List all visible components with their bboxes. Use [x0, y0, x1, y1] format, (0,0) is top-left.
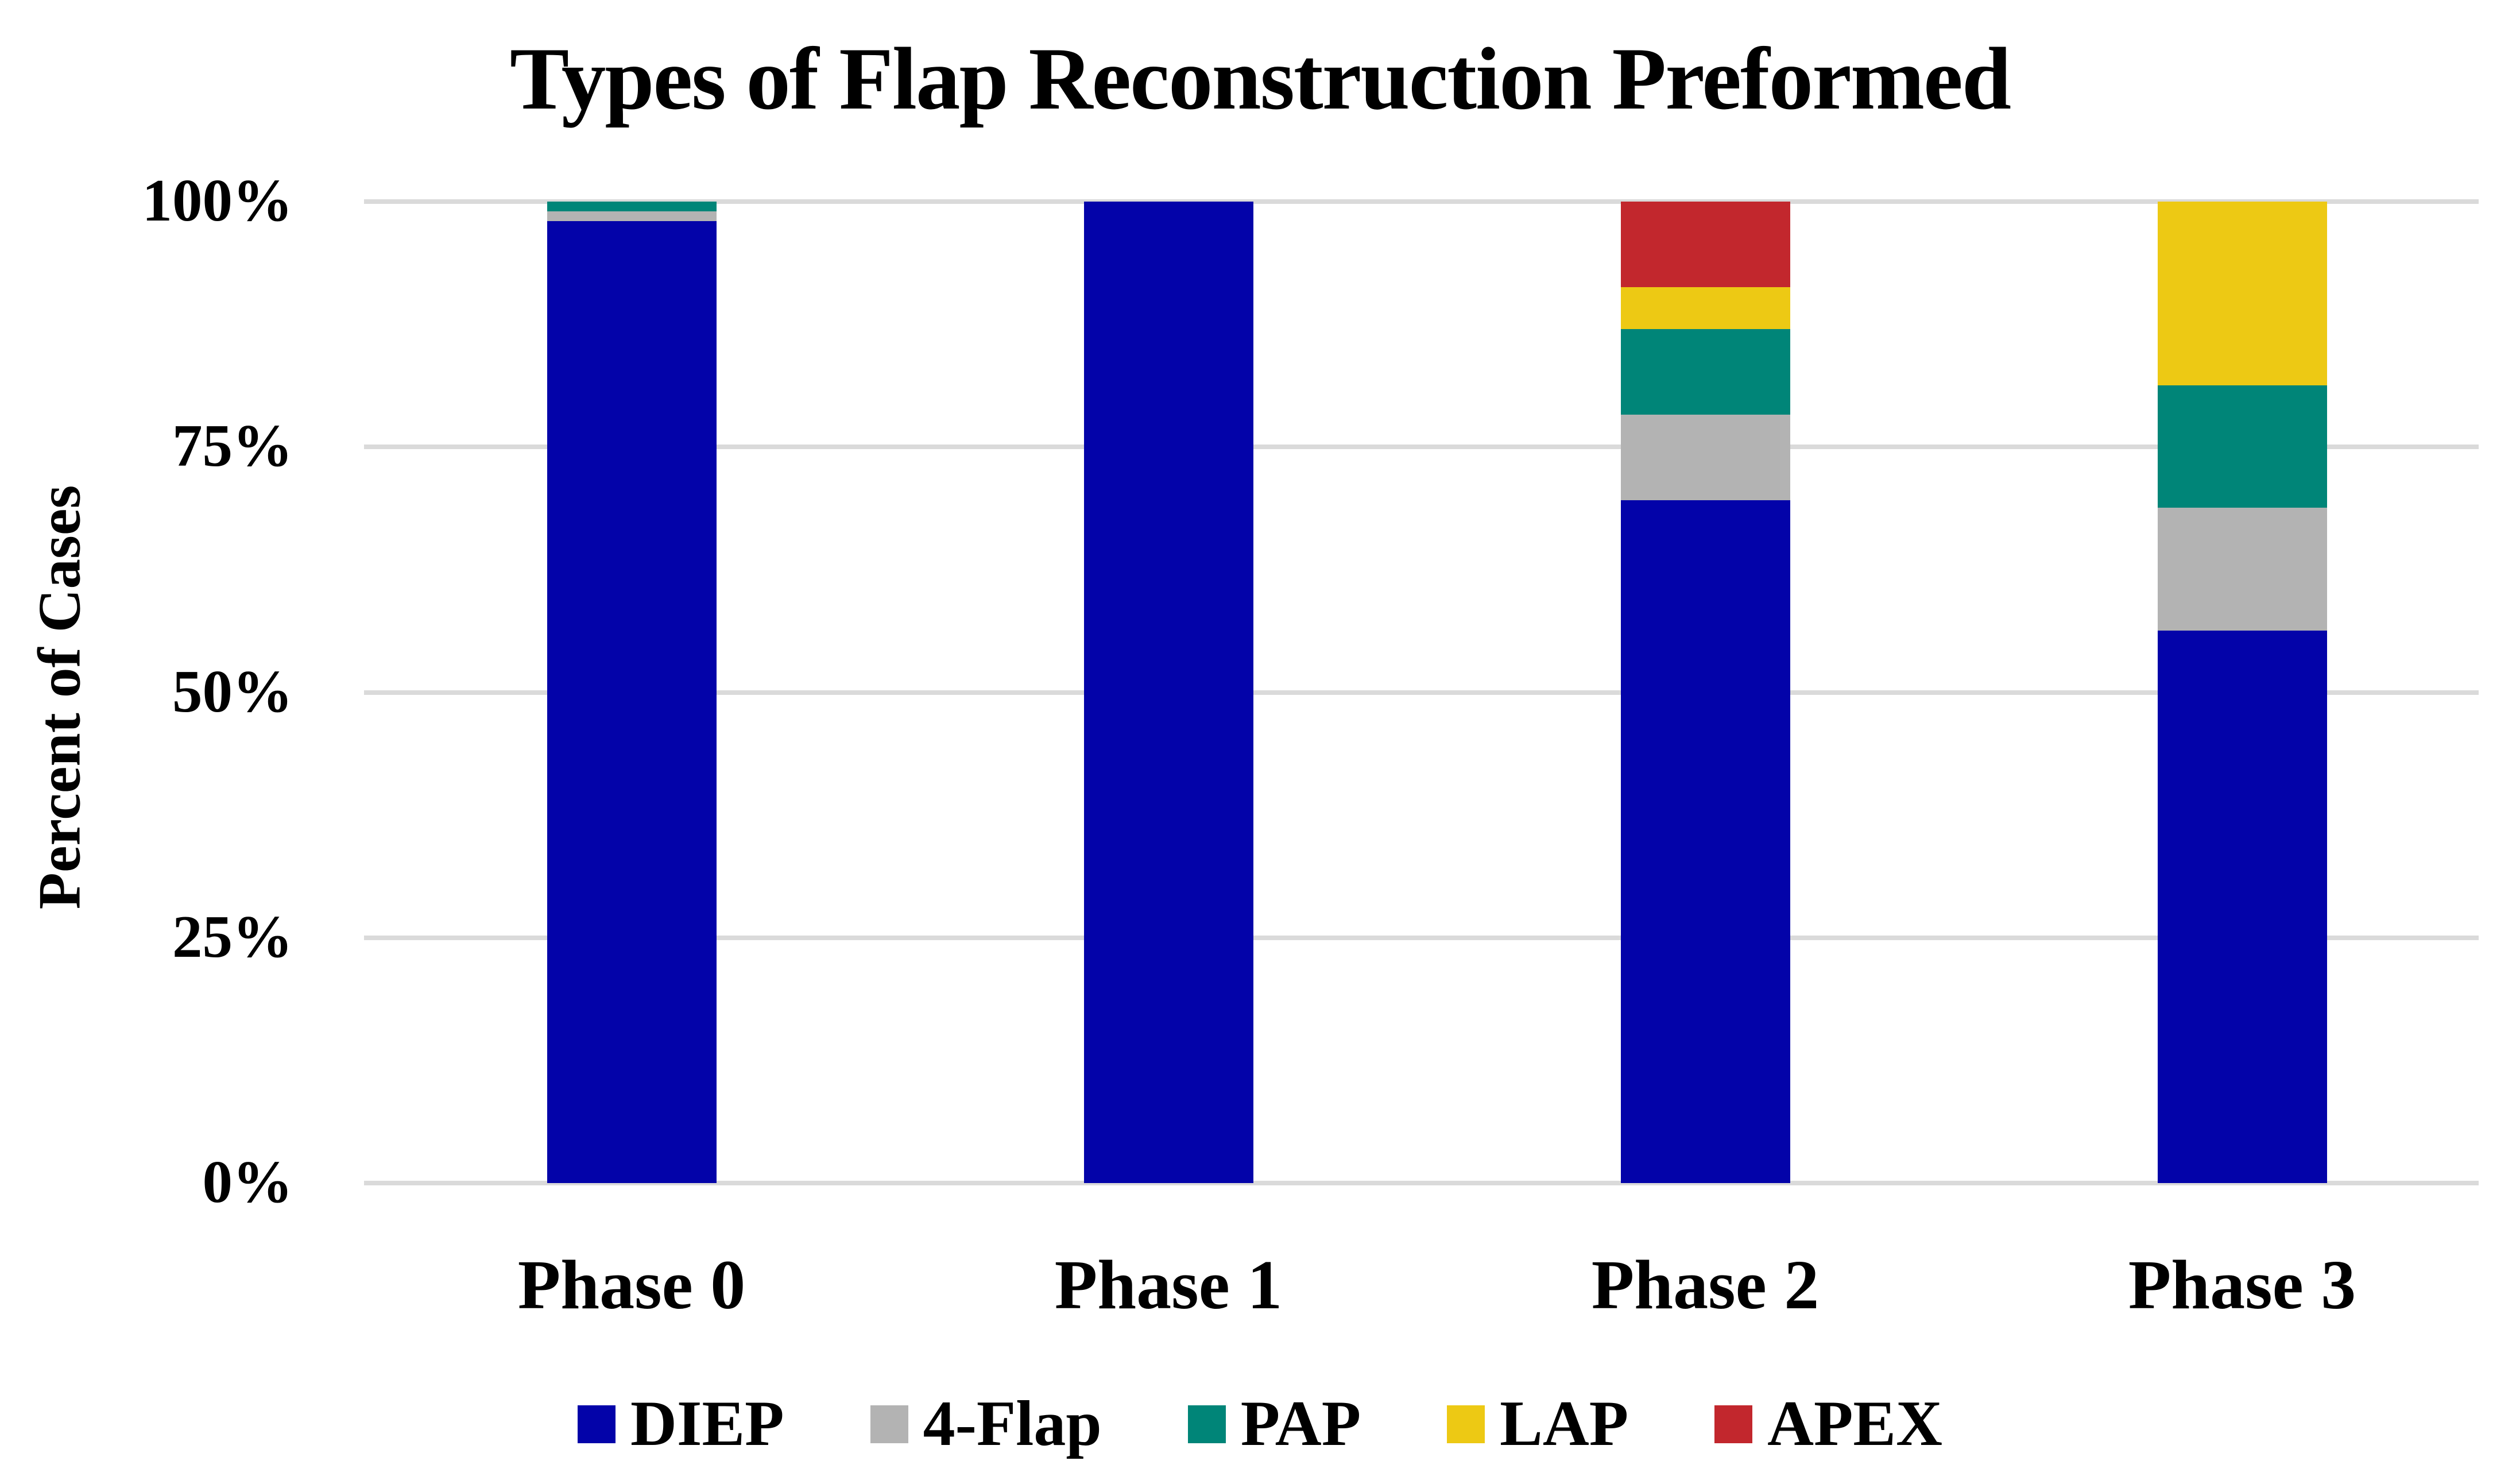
legend-swatch-lap: [1447, 1405, 1485, 1443]
legend-item-lap: LAP: [1447, 1387, 1628, 1461]
gridline-25: [364, 935, 2479, 940]
y-axis-tick-label-50: 50%: [172, 657, 293, 725]
x-axis-label-phase-1: Phase 1: [1054, 1246, 1283, 1324]
bar-phase-3: [2157, 202, 2327, 1183]
y-axis-tick-label-25: 25%: [172, 902, 293, 970]
bar-phase-1: [1083, 202, 1253, 1183]
bar-segment-diep-phase-3: [2157, 630, 2327, 1183]
bar-segment-diep-phase-1: [1083, 202, 1253, 1183]
bar-segment-diep-phase-2: [1620, 500, 1790, 1183]
bar-segment-4-flap-phase-3: [2157, 508, 2327, 631]
gridline-100: [364, 199, 2479, 204]
legend-swatch-diep: [577, 1405, 616, 1443]
legend: DIEP 4-Flap PAP LAP APEX: [0, 1387, 2520, 1461]
gridline-75: [364, 445, 2479, 450]
legend-item-apex: APEX: [1714, 1387, 1942, 1461]
bar-segment-lap-phase-3: [2157, 202, 2327, 385]
bar-segment-pap-phase-0: [547, 202, 717, 212]
gridline-0: [364, 1181, 2479, 1185]
y-axis-tick-label-0: 0%: [202, 1148, 293, 1215]
legend-label-pap: PAP: [1240, 1388, 1361, 1459]
legend-label-4-flap: 4-Flap: [923, 1388, 1102, 1459]
bar-segment-4-flap-phase-2: [1620, 414, 1790, 500]
legend-label-apex: APEX: [1767, 1388, 1942, 1459]
bar-segment-pap-phase-3: [2157, 385, 2327, 508]
legend-label-diep: DIEP: [630, 1388, 784, 1459]
bar-segment-diep-phase-0: [547, 221, 717, 1183]
bar-segment-lap-phase-2: [1620, 287, 1790, 330]
legend-label-lap: LAP: [1500, 1388, 1629, 1459]
legend-swatch-apex: [1714, 1405, 1753, 1443]
gridline-50: [364, 690, 2479, 695]
plot-area: [364, 199, 2479, 1185]
chart-title: Types of Flap Reconstruction Preformed: [509, 29, 2011, 128]
x-axis-label-phase-0: Phase 0: [517, 1246, 746, 1324]
legend-swatch-pap: [1187, 1405, 1226, 1443]
bar-segment-apex-phase-2: [1620, 202, 1790, 287]
bar-segment-4-flap-phase-0: [547, 211, 717, 222]
y-axis-tick-label-100: 100%: [142, 167, 293, 234]
legend-swatch-4-flap: [870, 1405, 908, 1443]
x-axis-label-phase-2: Phase 2: [1591, 1246, 1820, 1324]
bar-phase-0: [547, 202, 717, 1183]
legend-item-4-flap: 4-Flap: [870, 1387, 1102, 1461]
x-axis-label-phase-3: Phase 3: [2128, 1246, 2356, 1324]
bar-segment-pap-phase-2: [1620, 329, 1790, 415]
bar-phase-2: [1620, 202, 1790, 1183]
legend-item-pap: PAP: [1187, 1387, 1361, 1461]
y-axis-tick-label-75: 75%: [172, 412, 293, 480]
legend-item-diep: DIEP: [577, 1387, 784, 1461]
